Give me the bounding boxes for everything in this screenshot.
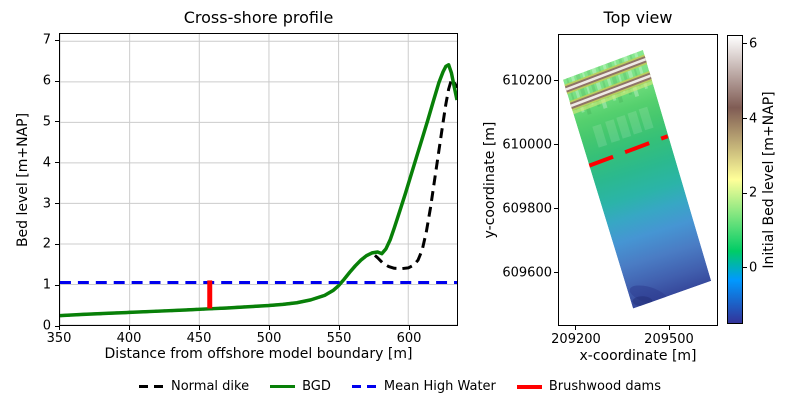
left-yaxis-label: Bed level [m+NAP] <box>15 112 31 248</box>
y-tick-mark <box>554 272 558 274</box>
colorbar-tick-label: 4 <box>749 111 758 127</box>
y-tick-mark <box>55 39 59 41</box>
right-xaxis-label: x-coordinate [m] <box>579 348 697 364</box>
series-normal-dike <box>60 78 457 318</box>
left-xaxis-label: Distance from offshore model boundary [m… <box>104 346 413 362</box>
x-tick-mark <box>668 326 670 330</box>
x-tick-mark <box>338 326 340 330</box>
x-tick-label: 550 <box>326 331 352 346</box>
bed-patch <box>592 124 608 148</box>
bed-patch <box>616 115 632 139</box>
x-tick-label: 500 <box>256 331 282 346</box>
brushwood-dam-line <box>588 134 669 168</box>
legend-label: BGD <box>302 379 331 394</box>
x-tick-mark <box>128 326 130 330</box>
model-domain-group <box>562 49 712 309</box>
top-view-plot-canvas <box>562 49 712 309</box>
right-yaxis-label: y-coordinate [m] <box>482 121 498 239</box>
cross-shore-plot-canvas <box>60 34 457 325</box>
legend-label: Normal dike <box>171 379 250 394</box>
bed-patch <box>605 119 620 143</box>
colorbar-tick-mark <box>743 267 747 269</box>
y-tick-label: 4 <box>42 155 51 171</box>
y-tick-label: 3 <box>42 196 51 212</box>
legend-swatch-bgd <box>270 384 296 389</box>
colorbar-tick-label: 0 <box>749 260 758 276</box>
bed-patch <box>638 106 654 131</box>
x-tick-label: 450 <box>186 331 212 346</box>
y-tick-label: 610200 <box>502 73 552 89</box>
y-tick-label: 2 <box>42 236 51 252</box>
colorbar-tick-mark <box>743 118 747 120</box>
cross-shore-axes <box>59 33 458 326</box>
y-tick-mark <box>55 243 59 245</box>
y-tick-mark <box>55 284 59 286</box>
x-tick-label: 400 <box>116 331 142 346</box>
colorbar-tick-label: 6 <box>749 36 758 52</box>
legend-swatch-brushwood-dams <box>516 384 542 389</box>
right-chart-title: Top view <box>603 8 673 27</box>
dike-ridge-2 <box>562 70 662 111</box>
colorbar-tick-mark <box>743 192 747 194</box>
legend-item-bgd: BGD <box>270 379 331 394</box>
x-tick-label: 600 <box>396 331 422 346</box>
left-chart-title: Cross-shore profile <box>183 8 334 27</box>
x-tick-label: 209200 <box>551 332 601 347</box>
legend-label: Brushwood dams <box>548 379 661 394</box>
x-tick-label: 350 <box>46 331 72 346</box>
legend-label: Mean High Water <box>383 379 496 394</box>
series-bgd <box>60 63 457 318</box>
legend-swatch-mean-high-water <box>351 385 377 388</box>
y-tick-mark <box>554 80 558 82</box>
y-tick-mark <box>55 203 59 205</box>
y-tick-mark <box>55 121 59 123</box>
colorbar <box>727 35 743 324</box>
y-tick-label: 1 <box>42 277 51 293</box>
x-tick-mark <box>198 326 200 330</box>
colorbar-tick-mark <box>743 43 747 45</box>
legend-item-brushwood-dams: Brushwood dams <box>516 379 661 394</box>
legend: Normal dike BGD Mean High Water Brushwood d… <box>0 379 800 394</box>
y-tick-mark <box>554 208 558 210</box>
y-tick-label: 7 <box>42 32 51 48</box>
x-tick-label: 209500 <box>644 332 694 347</box>
y-tick-mark <box>55 162 59 164</box>
y-tick-label: 609800 <box>502 201 552 217</box>
y-tick-label: 0 <box>42 318 51 334</box>
x-tick-mark <box>408 326 410 330</box>
dike-toe-band <box>564 76 664 118</box>
model-domain <box>562 49 712 309</box>
colorbar-label: Initial Bed level [m+NAP] <box>761 91 777 269</box>
y-tick-label: 609600 <box>502 265 552 281</box>
deep-channel-spot <box>632 296 653 307</box>
y-tick-label: 6 <box>42 73 51 89</box>
y-tick-mark <box>55 325 59 327</box>
legend-swatch-normal-dike <box>139 385 164 388</box>
top-view-axes <box>558 34 718 326</box>
bed-patch <box>627 110 643 135</box>
x-tick-mark <box>268 326 270 330</box>
y-tick-label: 5 <box>42 114 51 130</box>
y-tick-mark <box>55 80 59 82</box>
y-tick-label: 610000 <box>502 137 552 153</box>
colorbar-tick-label: 2 <box>749 185 758 201</box>
x-tick-mark <box>575 326 577 330</box>
y-tick-mark <box>554 144 558 146</box>
x-tick-mark <box>58 326 60 330</box>
legend-item-mean-high-water: Mean High Water <box>351 379 496 394</box>
legend-item-normal-dike: Normal dike <box>139 379 249 394</box>
dike-ridge-1 <box>562 52 660 93</box>
